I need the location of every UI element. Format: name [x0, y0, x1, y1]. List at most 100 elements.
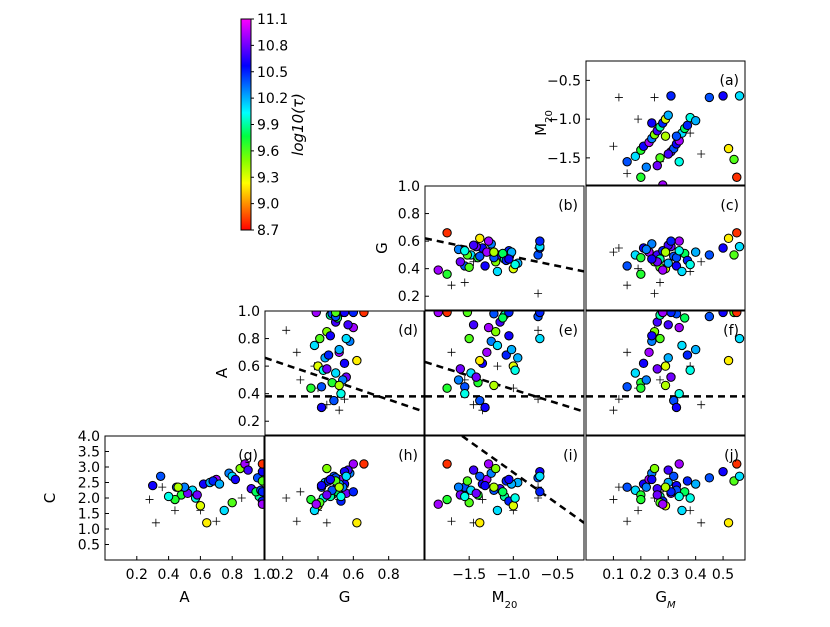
comparison-plus-marker	[478, 495, 487, 504]
galaxy-point	[492, 505, 503, 516]
panel-frame	[424, 435, 585, 561]
galaxy-point	[663, 353, 673, 363]
x-tick-label: −0.5	[541, 567, 575, 583]
galaxy-point	[682, 476, 693, 486]
comparison-plus-marker	[650, 93, 659, 102]
galaxy-point	[257, 499, 264, 509]
x-tick-label: 0.8	[221, 567, 243, 583]
galaxy-point	[723, 143, 734, 154]
galaxy-point	[483, 459, 494, 469]
colorbar-tick-label: 10.2	[257, 91, 288, 107]
galaxy-point	[685, 493, 695, 503]
galaxy-point	[671, 402, 682, 413]
panel-frame	[264, 435, 425, 561]
galaxy-point	[325, 474, 336, 485]
galaxy-point	[506, 344, 517, 355]
galaxy-point	[230, 474, 241, 485]
x-tick-label: 0.1	[602, 567, 624, 583]
panel-label: (b)	[558, 198, 578, 214]
y-axis-label: M20	[532, 110, 555, 136]
galaxy-point	[475, 251, 485, 261]
galaxy-point	[655, 153, 665, 163]
panel-h: (h) 0.2 0.4 0.6 0.8 G	[264, 435, 425, 606]
comparison-plus-marker	[170, 506, 179, 515]
panel-g: (g)4.03.53.02.52.01.51.00.5C0.2 0.4 0.6 0.8…	[41, 429, 275, 606]
galaxy-point	[658, 265, 668, 275]
galaxy-point	[163, 491, 174, 502]
galaxy-point	[677, 505, 687, 516]
galaxy-point	[723, 355, 734, 366]
galaxy-point	[315, 333, 325, 344]
galaxy-point	[442, 459, 452, 469]
galaxy-point	[348, 459, 359, 469]
colorbar-tick-label: 11.1	[257, 12, 288, 28]
x-tick-label: 1.0	[253, 567, 275, 583]
panel-plot-area	[265, 311, 424, 415]
galaxy-point	[636, 252, 646, 263]
panel-plot-area	[433, 436, 584, 528]
galaxy-point	[195, 501, 206, 511]
galaxy-point	[480, 480, 490, 491]
galaxy-point	[468, 465, 479, 475]
galaxy-point	[442, 494, 452, 505]
panel-frame	[585, 310, 746, 436]
galaxy-point	[504, 254, 514, 264]
colorbar-tick-label: 10.5	[257, 65, 288, 81]
comparison-plus-marker	[697, 518, 706, 527]
y-tick-label: 2.0	[78, 491, 100, 507]
y-tick-label: −0.5	[547, 73, 581, 89]
comparison-plus-marker	[623, 517, 632, 526]
galaxy-point	[442, 269, 452, 279]
galaxy-point	[663, 465, 673, 475]
galaxy-point	[475, 233, 485, 244]
panel-label: (j)	[724, 448, 739, 464]
galaxy-point	[455, 364, 466, 374]
galaxy-point	[704, 311, 715, 322]
galaxy-point	[638, 358, 649, 369]
galaxy-point	[455, 257, 466, 267]
galaxy-point	[468, 320, 479, 330]
panel-frame	[424, 185, 585, 311]
panel-frame	[424, 310, 585, 436]
scatter-panels: (a) −0.5 −1.0 −1.5 M20 (b) 1.0 0.8 0.6 0.4 0.2 G (c)…	[41, 60, 746, 611]
panel-label: (i)	[563, 448, 578, 464]
galaxy-point	[641, 375, 652, 385]
galaxy-point	[475, 355, 485, 366]
panel-i: (i) −1.5 −1.0 −0.5 M20	[424, 435, 585, 611]
galaxy-point	[460, 388, 470, 399]
galaxy-point	[227, 497, 237, 508]
galaxy-point	[483, 322, 494, 333]
panel-d: (d) 1.0 0.8 0.6 0.4 0.2 A	[213, 304, 425, 436]
comparison-plus-marker	[609, 406, 618, 415]
panel-b: (b) 1.0 0.8 0.6 0.4 0.2 G	[373, 179, 585, 311]
comparison-plus-marker	[623, 169, 632, 178]
galaxy-point	[535, 333, 545, 344]
galaxy-point	[622, 261, 632, 271]
x-tick-label: 0.6	[189, 567, 211, 583]
colorbar-tick-label: 9.9	[257, 118, 279, 134]
galaxy-point	[433, 265, 443, 275]
galaxy-point	[660, 380, 671, 391]
comparison-plus-marker	[158, 483, 167, 492]
comparison-plus-marker	[292, 517, 301, 526]
galaxy-point	[636, 494, 646, 505]
galaxy-point	[214, 479, 225, 489]
galaxy-point	[329, 395, 339, 406]
galaxy-point	[655, 333, 665, 344]
galaxy-point	[334, 482, 344, 492]
galaxy-point	[652, 490, 662, 500]
galaxy-point	[690, 115, 701, 126]
y-tick-label: 2.5	[78, 476, 100, 492]
comparison-plus-marker	[686, 506, 695, 515]
panel-plot-area	[586, 311, 745, 415]
panel-plot-area	[145, 459, 264, 528]
colorbar: 11.1 10.8 10.5 10.2 9.9 9.6 9.3 9.0 8.7 log10(τ)	[240, 12, 307, 239]
galaxy-point	[690, 344, 701, 355]
comparison-plus-marker	[509, 384, 518, 393]
comparison-plus-marker	[151, 518, 160, 527]
panel-j: (j) 0.1 0.2 0.3 0.4 0.5 GM	[585, 435, 746, 611]
comparison-plus-marker	[656, 375, 665, 384]
panel-plot-area	[609, 228, 745, 298]
galaxy-point	[718, 243, 728, 253]
panel-c: (c)	[585, 185, 746, 311]
